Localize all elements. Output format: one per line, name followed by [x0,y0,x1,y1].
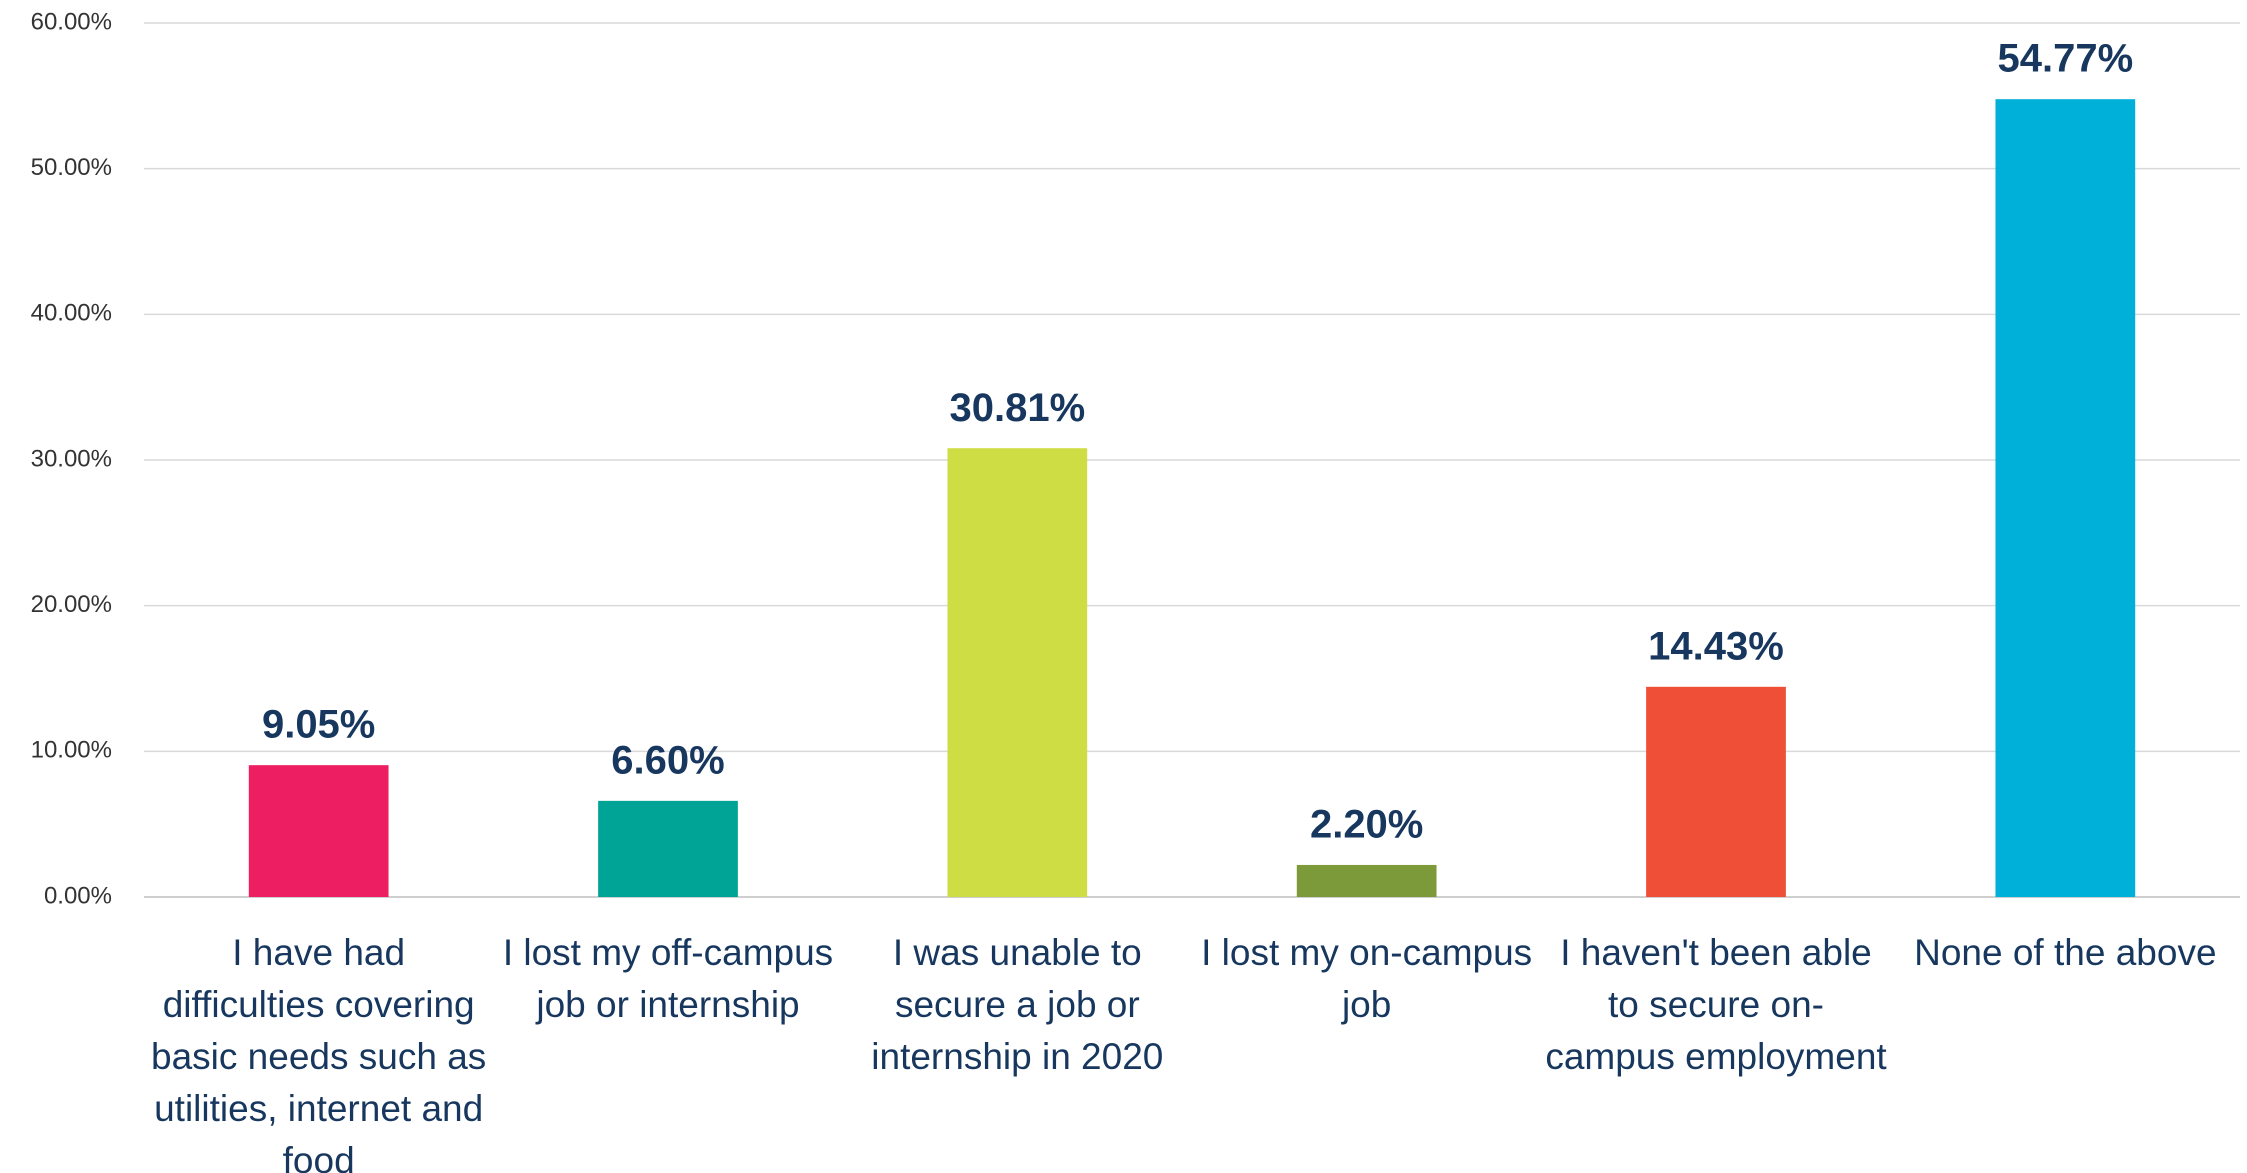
bar [598,800,738,897]
x-tick-label: I lost my on-campus job [1201,932,1533,1025]
value-label: 2.20% [1310,803,1423,847]
value-label: 9.05% [262,703,375,747]
bar [1296,864,1437,897]
y-tick-label: 50.00% [31,154,112,181]
value-label: 54.77% [1997,37,2133,81]
x-tick-label: I have had difficulties covering basic n… [151,932,487,1173]
y-tick-label: 0.00% [44,882,112,909]
x-tick-label: None of the above [1914,932,2217,973]
x-tick-label: I haven't been able to secure on-campus … [1545,932,1887,1077]
bar [248,765,389,897]
value-label: 30.81% [949,386,1085,430]
y-tick-label: 40.00% [31,300,112,327]
y-tick-label: 20.00% [31,591,112,618]
bar [1995,99,2136,898]
x-tick-label: I was unable to secure a job or internsh… [871,932,1164,1077]
bar [947,448,1088,897]
y-tick-label: 30.00% [31,445,112,472]
y-tick-label: 60.00% [31,8,112,35]
x-tick-label: I lost my off-campus job or internship [502,932,834,1025]
value-label: 14.43% [1648,624,1784,668]
bar [1646,686,1786,897]
value-label: 6.60% [611,738,724,782]
y-tick-label: 10.00% [31,737,112,764]
